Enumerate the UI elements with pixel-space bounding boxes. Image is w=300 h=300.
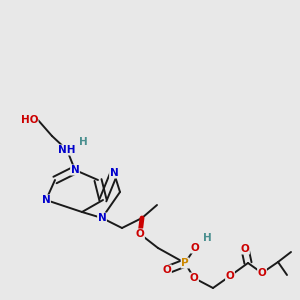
Text: O: O [241,244,249,254]
Text: O: O [190,243,200,253]
Text: H: H [202,233,211,243]
Text: O: O [226,271,234,281]
Text: O: O [136,229,144,239]
Text: N: N [110,168,118,178]
Text: P: P [181,258,189,268]
Text: NH: NH [58,145,76,155]
Text: HO: HO [20,115,38,125]
Text: N: N [70,165,80,175]
Text: N: N [98,213,106,223]
Text: O: O [190,273,198,283]
Text: N: N [42,195,50,205]
Text: H: H [79,137,87,147]
Text: O: O [163,265,171,275]
Text: O: O [258,268,266,278]
